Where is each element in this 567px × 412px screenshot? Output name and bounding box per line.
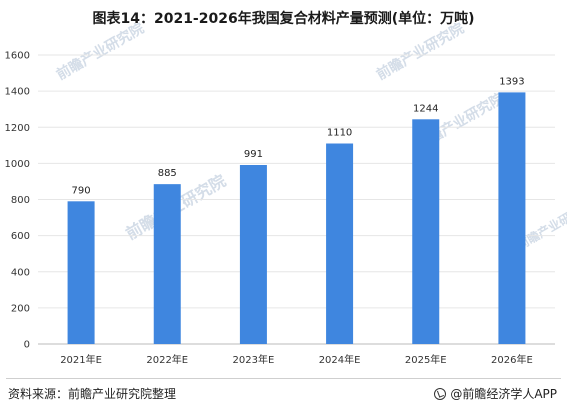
x-tick-label: 2026年E — [491, 353, 533, 366]
y-tick-label: 1200 — [5, 123, 30, 134]
footer-divider — [6, 378, 561, 379]
y-tick-label: 800 — [11, 195, 30, 206]
watermark-text: 前瞻产业研究院 — [374, 20, 467, 84]
y-tick-label: 1000 — [5, 159, 30, 170]
y-tick-label: 1600 — [5, 51, 30, 62]
y-axis: 0 200 400 600 800 1000 1200 1400 1600 — [5, 51, 30, 351]
bar — [153, 184, 181, 344]
grid-lines — [38, 54, 555, 345]
bar-value-label: 885 — [158, 168, 177, 179]
bar-series — [67, 92, 526, 345]
x-tick-label: 2025年E — [405, 353, 447, 366]
bar-value-label: 991 — [244, 149, 263, 160]
bar — [67, 201, 95, 344]
x-tick-label: 2021年E — [60, 353, 102, 366]
bar-chart: 前瞻产业研究院前瞻产业研究院前瞻产业研究院前瞻产业研究院前瞻产业研究院 0200… — [5, 20, 567, 366]
y-tick-label: 400 — [11, 267, 30, 278]
bar — [326, 143, 354, 344]
x-tick-label: 2022年E — [146, 353, 188, 366]
y-tick-label: 0 — [24, 340, 30, 351]
bar-value-label: 1244 — [413, 103, 438, 114]
bar — [239, 165, 267, 344]
brand-credit: @前瞻经济学人APP — [434, 385, 557, 402]
source-note: 资料来源：前瞻产业研究院整理 — [8, 387, 177, 401]
brand-logo-icon — [434, 387, 447, 400]
watermark-text: 前瞻产业研究院 — [54, 20, 147, 84]
bar-value-label: 1110 — [327, 128, 352, 139]
y-tick-label: 1400 — [5, 87, 30, 98]
bar-value-label: 1393 — [499, 76, 524, 87]
chart-title: 图表14：2021-2026年我国复合材料产量预测(单位：万吨) — [92, 11, 475, 27]
brand-text: @前瞻经济学人APP — [450, 387, 557, 401]
bar — [498, 92, 526, 344]
x-axis: 2021年E 2022年E 2023年E 2024年E 2025年E 2026年E — [60, 353, 533, 366]
data-labels: 790 885 991 1110 1244 1393 — [72, 76, 525, 196]
x-tick-label: 2023年E — [233, 353, 275, 366]
y-tick-label: 200 — [11, 303, 30, 314]
x-tick-label: 2024年E — [319, 353, 361, 366]
bar-value-label: 790 — [72, 185, 91, 196]
bar — [412, 119, 440, 345]
y-tick-label: 600 — [11, 231, 30, 242]
